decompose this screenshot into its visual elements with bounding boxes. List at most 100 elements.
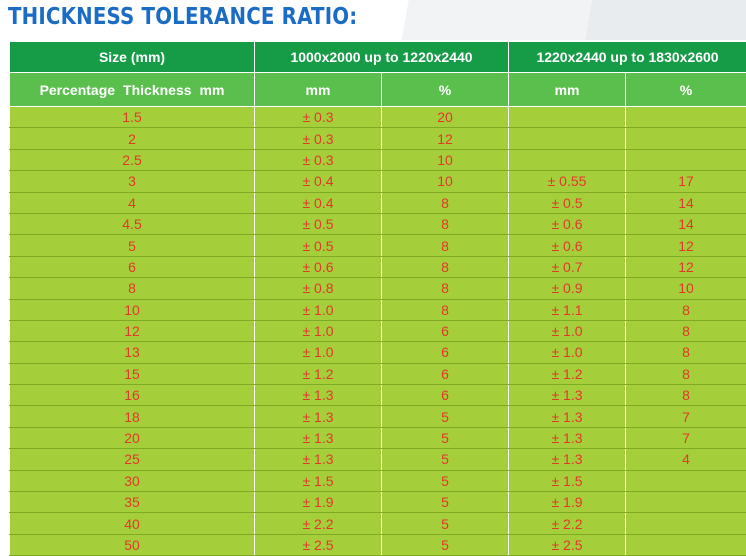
cell-a-mm: ± 0.3 xyxy=(255,149,382,170)
cell-a-mm: ± 0.5 xyxy=(255,213,382,234)
cell-a-mm: ± 0.3 xyxy=(255,107,382,128)
cell-a-mm: ± 1.0 xyxy=(255,342,382,363)
cell-a-mm: ± 1.3 xyxy=(255,427,382,448)
cell-b-pct: 12 xyxy=(626,235,746,256)
cell-thickness: 4.5 xyxy=(10,213,255,234)
cell-b-pct: 12 xyxy=(626,256,746,277)
header-row-primary: Size (mm) 1000x2000 up to 1220x2440 1220… xyxy=(10,42,746,73)
header-a-mm: mm xyxy=(255,73,382,107)
cell-a-pct: 20 xyxy=(382,107,509,128)
cell-thickness: 3 xyxy=(10,171,255,192)
header-background-stripe xyxy=(330,0,746,40)
cell-a-mm: ± 1.5 xyxy=(255,470,382,491)
header-b-mm: mm xyxy=(509,73,626,107)
cell-b-pct: 8 xyxy=(626,320,746,341)
cell-b-mm: ± 0.6 xyxy=(509,235,626,256)
cell-a-pct: 8 xyxy=(382,235,509,256)
cell-thickness: 6 xyxy=(10,256,255,277)
cell-b-pct: 8 xyxy=(626,363,746,384)
cell-a-pct: 5 xyxy=(382,534,509,555)
cell-a-mm: ± 0.4 xyxy=(255,171,382,192)
cell-a-pct: 5 xyxy=(382,427,509,448)
cell-b-mm xyxy=(509,128,626,149)
cell-thickness: 50 xyxy=(10,534,255,555)
cell-thickness: 35 xyxy=(10,492,255,513)
cell-b-mm: ± 1.3 xyxy=(509,427,626,448)
cell-a-pct: 6 xyxy=(382,363,509,384)
header-thickness-label: Thickness xyxy=(123,82,191,98)
cell-a-mm: ± 0.4 xyxy=(255,192,382,213)
cell-b-pct xyxy=(626,492,746,513)
cell-a-pct: 8 xyxy=(382,278,509,299)
cell-b-mm xyxy=(509,149,626,170)
page-title: THICKNESS TOLERANCE RATIO: xyxy=(8,4,357,30)
cell-a-pct: 8 xyxy=(382,213,509,234)
cell-a-mm: ± 1.0 xyxy=(255,320,382,341)
cell-a-pct: 5 xyxy=(382,470,509,491)
cell-b-mm: ± 1.0 xyxy=(509,320,626,341)
cell-a-pct: 8 xyxy=(382,299,509,320)
cell-b-mm: ± 1.5 xyxy=(509,470,626,491)
cell-a-mm: ± 0.5 xyxy=(255,235,382,256)
header-range-b: 1220x2440 up to 1830x2600 xyxy=(509,42,746,73)
cell-a-mm: ± 1.3 xyxy=(255,406,382,427)
cell-b-pct: 8 xyxy=(626,342,746,363)
cell-a-pct: 6 xyxy=(382,342,509,363)
cell-thickness: 16 xyxy=(10,385,255,406)
cell-a-pct: 12 xyxy=(382,128,509,149)
cell-thickness: 2 xyxy=(10,128,255,149)
cell-a-mm: ± 0.8 xyxy=(255,278,382,299)
cell-a-pct: 5 xyxy=(382,513,509,534)
cell-b-mm: ± 1.3 xyxy=(509,406,626,427)
cell-b-mm: ± 1.2 xyxy=(509,363,626,384)
cell-a-mm: ± 1.3 xyxy=(255,449,382,470)
cell-b-pct xyxy=(626,107,746,128)
cell-a-pct: 10 xyxy=(382,149,509,170)
header-a-pct: % xyxy=(382,73,509,107)
cell-thickness: 5 xyxy=(10,235,255,256)
cell-b-pct: 14 xyxy=(626,192,746,213)
cell-b-mm: ± 1.0 xyxy=(509,342,626,363)
cell-thickness: 8 xyxy=(10,278,255,299)
cell-thickness: 15 xyxy=(10,363,255,384)
cell-a-pct: 10 xyxy=(382,171,509,192)
cell-b-pct: 8 xyxy=(626,385,746,406)
cell-a-pct: 8 xyxy=(382,256,509,277)
cell-b-pct: 14 xyxy=(626,213,746,234)
cell-a-mm: ± 1.2 xyxy=(255,363,382,384)
cell-b-mm: ± 2.2 xyxy=(509,513,626,534)
cell-thickness: 10 xyxy=(10,299,255,320)
cell-b-mm: ± 0.5 xyxy=(509,192,626,213)
cell-a-mm: ± 0.6 xyxy=(255,256,382,277)
cell-b-pct xyxy=(626,128,746,149)
cell-b-mm: ± 0.7 xyxy=(509,256,626,277)
cell-thickness: 20 xyxy=(10,427,255,448)
cell-b-pct xyxy=(626,513,746,534)
tolerance-table-container: Size (mm) 1000x2000 up to 1220x2440 1220… xyxy=(9,41,746,534)
cell-a-pct: 5 xyxy=(382,492,509,513)
cell-b-mm: ± 2.5 xyxy=(509,534,626,555)
cell-b-pct: 7 xyxy=(626,406,746,427)
cell-b-mm: ± 0.55 xyxy=(509,171,626,192)
cell-a-mm: ± 1.0 xyxy=(255,299,382,320)
header-range-a: 1000x2000 up to 1220x2440 xyxy=(255,42,509,73)
tolerance-table: Size (mm) 1000x2000 up to 1220x2440 1220… xyxy=(9,41,746,556)
cell-b-mm: ± 1.9 xyxy=(509,492,626,513)
cell-b-pct: 10 xyxy=(626,278,746,299)
cell-a-mm: ± 2.2 xyxy=(255,513,382,534)
